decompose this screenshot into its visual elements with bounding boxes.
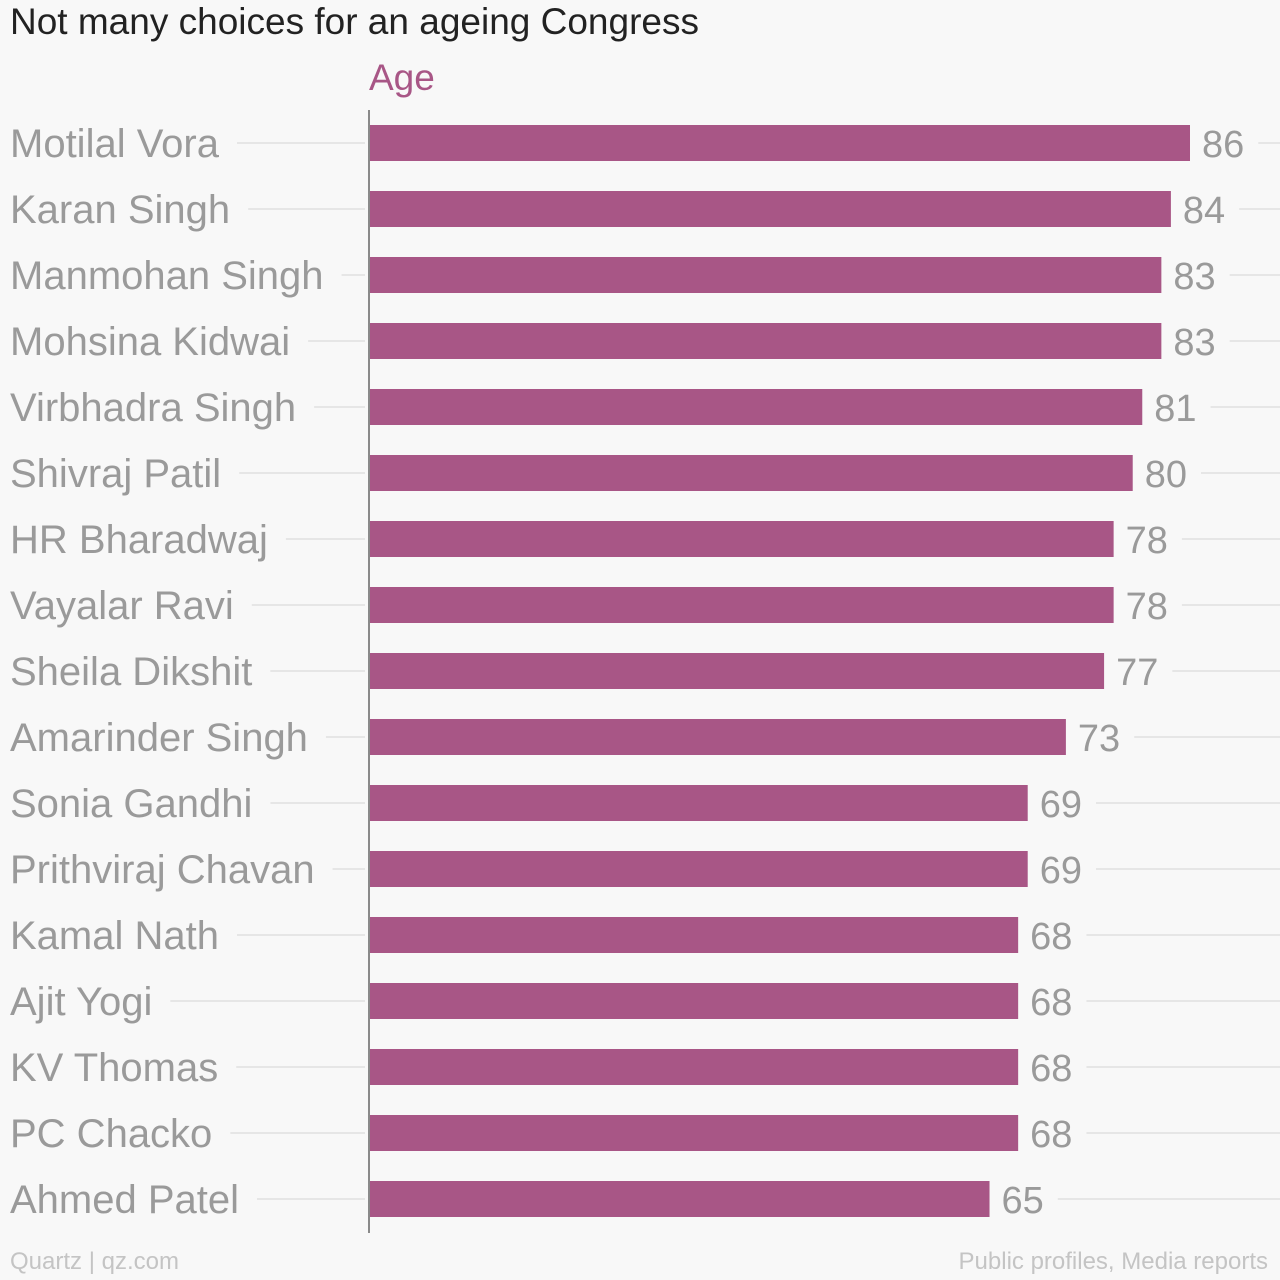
value-label: 78 [1126,586,1168,628]
bar [369,719,1066,755]
value-label: 78 [1126,520,1168,562]
bar [369,389,1143,425]
category-label: Vayalar Ravi [10,584,234,628]
chart-title: Not many choices for an ageing Congress [10,1,699,42]
bar [369,521,1114,557]
category-label: KV Thomas [10,1046,218,1090]
bar [369,455,1133,491]
category-label: Virbhadra Singh [10,386,296,430]
value-label: 86 [1202,124,1244,166]
value-label: 84 [1183,190,1225,232]
category-label: Sheila Dikshit [10,650,252,694]
bar [369,587,1114,623]
bar [369,851,1028,887]
category-label: Karan Singh [10,188,230,232]
category-label: Prithviraj Chavan [10,848,315,892]
value-label: 83 [1173,256,1215,298]
value-label: 73 [1078,718,1120,760]
value-label: 80 [1145,454,1187,496]
value-label: 81 [1154,388,1196,430]
category-label: PC Chacko [10,1112,212,1156]
bar [369,653,1105,689]
category-label: Sonia Gandhi [10,782,252,826]
value-label: 65 [1002,1180,1044,1222]
category-label: Kamal Nath [10,914,219,958]
bar [369,1115,1019,1151]
value-label: 83 [1173,322,1215,364]
bar [369,191,1171,227]
category-label: Motilal Vora [10,122,220,166]
value-label: 68 [1030,982,1072,1024]
footer-credit: Quartz | qz.com [10,1248,179,1275]
bar [369,125,1190,161]
bar [369,983,1019,1019]
series-label: Age [369,57,435,98]
bar [369,1049,1019,1085]
bar [369,323,1162,359]
value-label: 68 [1030,1114,1072,1156]
bar [369,1181,990,1217]
bar [369,785,1028,821]
bar [369,917,1019,953]
category-label: Amarinder Singh [10,716,308,760]
value-label: 77 [1116,652,1158,694]
footer-source: Public profiles, Media reports [958,1248,1268,1275]
category-label: Mohsina Kidwai [10,320,290,364]
category-label: HR Bharadwaj [10,518,268,562]
category-label: Manmohan Singh [10,254,324,298]
bar [369,257,1162,293]
category-label: Ajit Yogi [10,980,152,1024]
value-label: 69 [1040,784,1082,826]
category-label: Shivraj Patil [10,452,221,496]
value-label: 68 [1030,1048,1072,1090]
value-label: 68 [1030,916,1072,958]
value-label: 69 [1040,850,1082,892]
category-label: Ahmed Patel [10,1178,239,1222]
